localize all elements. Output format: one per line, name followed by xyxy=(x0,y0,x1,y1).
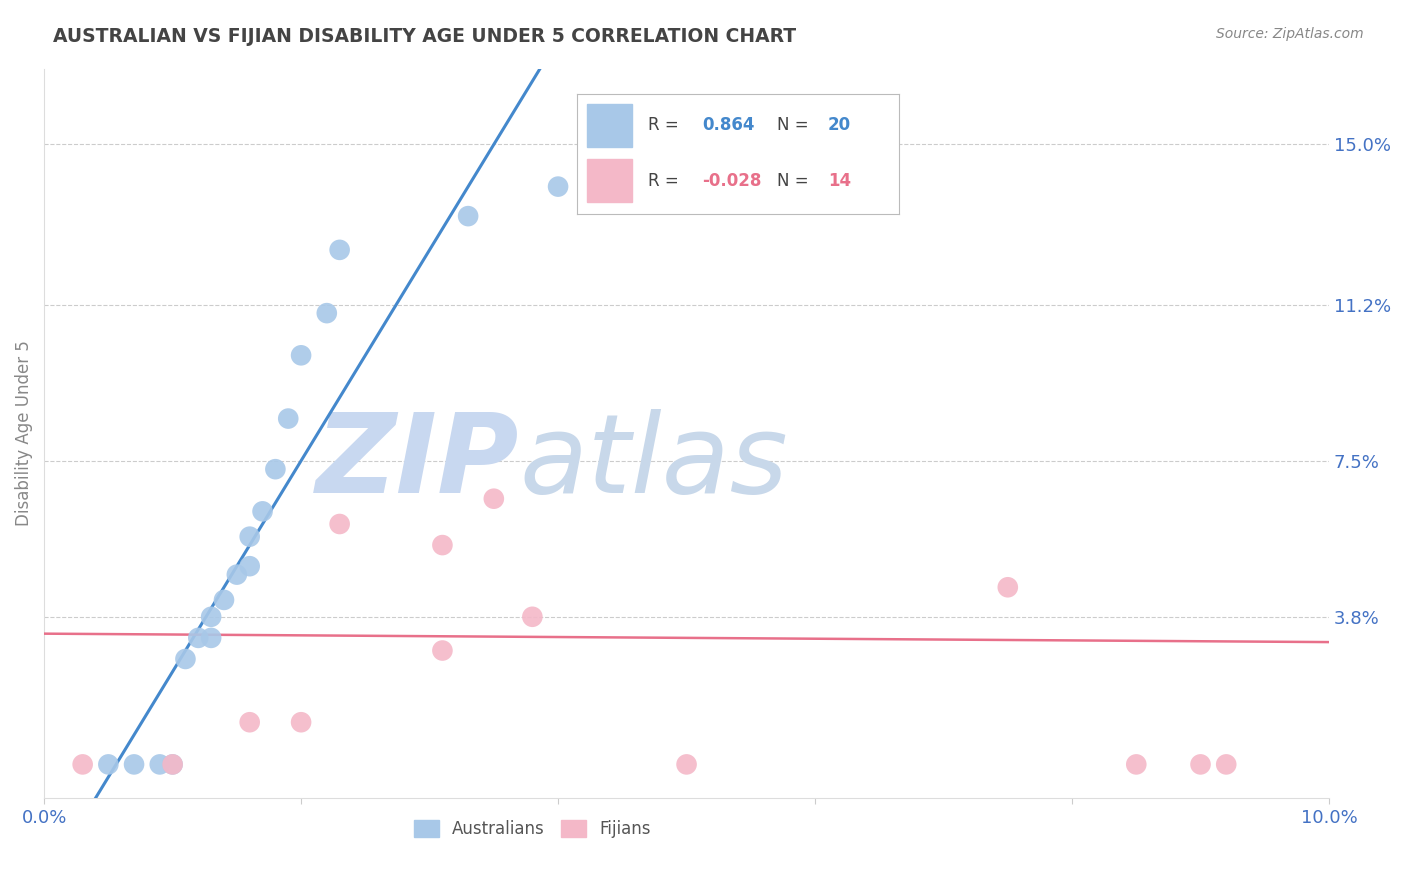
Point xyxy=(522,609,544,624)
Point xyxy=(162,757,184,772)
Point xyxy=(122,757,145,772)
Point xyxy=(997,580,1019,594)
Point xyxy=(290,715,312,730)
Point xyxy=(675,757,697,772)
Legend: Australians, Fijians: Australians, Fijians xyxy=(406,813,658,845)
Point xyxy=(239,530,262,544)
Point xyxy=(432,643,454,657)
Text: Source: ZipAtlas.com: Source: ZipAtlas.com xyxy=(1216,27,1364,41)
Point xyxy=(277,411,299,425)
Point xyxy=(457,209,479,223)
Point xyxy=(174,652,197,666)
Point xyxy=(239,715,262,730)
Point xyxy=(315,306,337,320)
Point xyxy=(329,243,352,257)
Point xyxy=(264,462,287,476)
Point xyxy=(162,757,184,772)
Point xyxy=(72,757,94,772)
Point xyxy=(329,516,352,531)
Y-axis label: Disability Age Under 5: Disability Age Under 5 xyxy=(15,341,32,526)
Point xyxy=(149,757,172,772)
Text: AUSTRALIAN VS FIJIAN DISABILITY AGE UNDER 5 CORRELATION CHART: AUSTRALIAN VS FIJIAN DISABILITY AGE UNDE… xyxy=(53,27,797,45)
Point xyxy=(482,491,505,506)
Point xyxy=(97,757,120,772)
Point xyxy=(290,348,312,362)
Point xyxy=(225,567,247,582)
Point xyxy=(239,559,262,574)
Point xyxy=(212,593,235,607)
Point xyxy=(547,179,569,194)
Point xyxy=(200,609,222,624)
Text: ZIP: ZIP xyxy=(316,409,520,516)
Point xyxy=(1189,757,1212,772)
Text: atlas: atlas xyxy=(520,409,789,516)
Point xyxy=(252,504,274,518)
Point xyxy=(432,538,454,552)
Point xyxy=(200,631,222,645)
Point xyxy=(1125,757,1147,772)
Point xyxy=(187,631,209,645)
Point xyxy=(1215,757,1237,772)
